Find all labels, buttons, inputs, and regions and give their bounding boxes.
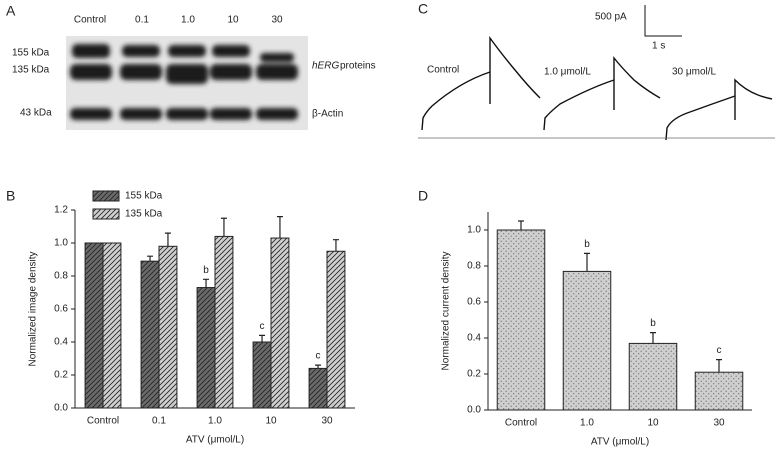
error-bar <box>650 332 656 344</box>
protein-label: proteins <box>340 61 376 72</box>
legend-swatch <box>92 190 120 202</box>
y-tick-label: 1.0 <box>467 225 481 236</box>
x-axis-label: ATV (μmol/L) <box>186 435 244 446</box>
error-bar <box>259 334 266 342</box>
lane-label: 0.1 <box>135 15 149 26</box>
error-bar <box>315 364 322 369</box>
significance-label: b <box>584 239 590 250</box>
bar <box>158 245 178 409</box>
x-tick-label: 10 <box>647 418 659 429</box>
x-tick-label: 30 <box>713 418 725 429</box>
bar <box>84 242 104 409</box>
y-tick-label: 0.2 <box>54 370 68 381</box>
error-bar <box>332 239 339 252</box>
bar <box>102 242 122 409</box>
significance-label: c <box>316 351 321 362</box>
panel-label: C <box>418 1 428 17</box>
error-bar <box>147 255 154 262</box>
lane-label: 10 <box>227 15 239 26</box>
x-tick-label: 10 <box>265 416 277 427</box>
bar <box>326 250 346 409</box>
lane-label: 30 <box>271 15 283 26</box>
blot <box>66 36 308 130</box>
error-bar <box>220 217 227 237</box>
panel-label: A <box>6 3 16 19</box>
trace-label: 30 μmol/L <box>672 67 717 78</box>
legend-label: 155 kDa <box>125 191 163 202</box>
y-tick-label: 0.4 <box>467 333 481 344</box>
y-tick-label: 0.8 <box>467 261 481 272</box>
significance-label: b <box>203 265 209 276</box>
y-tick-label: 0.0 <box>54 403 68 414</box>
legend-label: 135 kDa <box>125 209 163 220</box>
bar <box>628 342 678 411</box>
y-tick-label: 0.4 <box>54 337 68 348</box>
error-bar <box>518 220 524 230</box>
error-bar <box>276 216 283 239</box>
y-tick-label: 0.8 <box>54 271 68 282</box>
bar <box>496 229 546 411</box>
bar <box>214 235 234 409</box>
y-axis-label: Normalized image density <box>28 251 39 366</box>
legend-swatch <box>92 208 120 220</box>
x-tick-label: Control <box>87 416 119 427</box>
x-tick-label: 30 <box>321 416 333 427</box>
significance-label: c <box>260 321 265 332</box>
x-tick-label: 0.1 <box>152 416 166 427</box>
bar <box>694 371 744 411</box>
bar <box>196 287 216 409</box>
error-bar <box>716 359 722 373</box>
lane-label: Control <box>74 15 106 26</box>
error-bar <box>584 252 590 272</box>
significance-label: b <box>650 318 656 329</box>
band-label: 43 kDa <box>20 108 52 119</box>
scale-current: 500 pA <box>595 12 627 23</box>
band-label: 135 kDa <box>12 65 50 76</box>
trace-label: Control <box>427 65 459 76</box>
scale-time: 1 s <box>652 41 665 52</box>
y-tick-label: 0.0 <box>467 405 481 416</box>
significance-label: c <box>717 345 722 356</box>
y-tick-label: 0.6 <box>467 297 481 308</box>
x-tick-label: Control <box>505 418 537 429</box>
y-tick-label: 1.0 <box>54 238 68 249</box>
error-bar <box>164 232 171 247</box>
panel-label: B <box>6 188 15 204</box>
bar <box>270 237 290 409</box>
y-tick-label: 1.2 <box>54 205 68 216</box>
axis <box>487 212 752 411</box>
loading-control-label: β-Actin <box>312 109 343 120</box>
y-tick-label: 0.6 <box>54 304 68 315</box>
x-tick-label: 1.0 <box>580 418 594 429</box>
y-tick-label: 0.2 <box>467 369 481 380</box>
protein-name: hERG <box>312 61 339 72</box>
bar <box>252 341 272 409</box>
panel-label: D <box>418 188 428 204</box>
lane-label: 1.0 <box>181 15 195 26</box>
bar <box>308 367 328 409</box>
x-tick-label: 1.0 <box>208 416 222 427</box>
trace-label: 1.0 μmol/L <box>544 67 591 78</box>
error-bar <box>203 278 210 288</box>
bar <box>140 260 160 409</box>
bar <box>562 270 612 411</box>
axis <box>74 210 355 409</box>
x-axis-label: ATV (μmol/L) <box>591 437 649 448</box>
y-axis-label: Normalized current density <box>441 252 452 371</box>
band-label: 155 kDa <box>12 48 50 59</box>
current-traces <box>418 5 775 141</box>
